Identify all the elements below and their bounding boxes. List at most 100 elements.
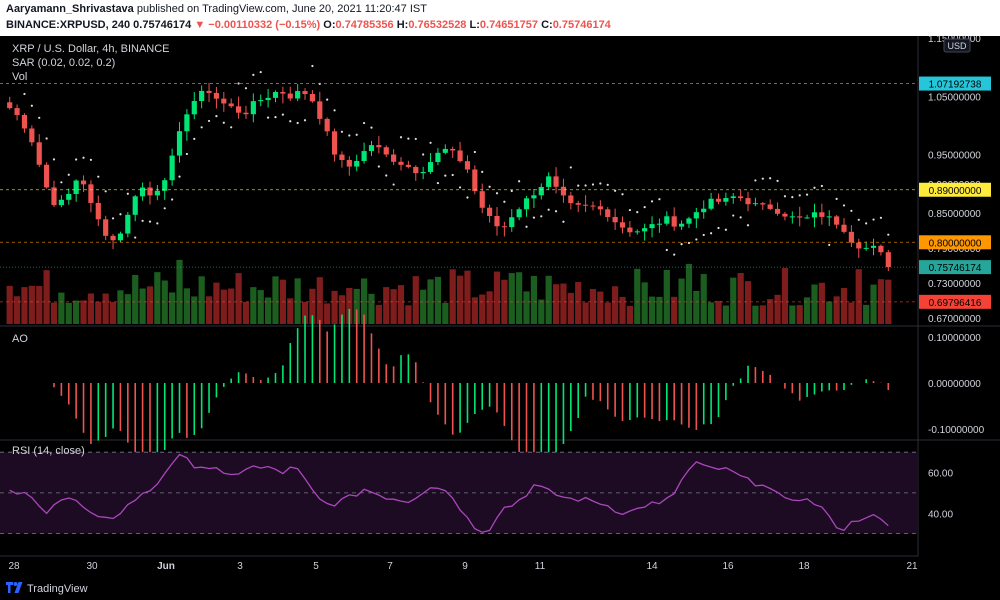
- volume-bar: [715, 300, 722, 324]
- candlesticks[interactable]: [7, 82, 891, 272]
- candle-body: [110, 235, 116, 241]
- sar-dot: [798, 194, 801, 197]
- candle-body: [671, 216, 677, 227]
- volume-bar: [257, 290, 264, 324]
- sar-dot: [111, 217, 115, 220]
- candle-body: [221, 98, 227, 104]
- candle-body: [538, 186, 544, 196]
- sar-dot: [156, 222, 159, 225]
- volume-bar: [833, 296, 840, 324]
- sar-dot: [126, 192, 129, 195]
- sar-dot: [185, 152, 188, 156]
- price-label-badge: [919, 235, 991, 250]
- currency-badge[interactable]: [943, 38, 971, 53]
- sar-dot: [200, 126, 203, 129]
- volume-bar: [338, 295, 346, 324]
- sar-dot: [732, 214, 735, 217]
- sar-dot: [385, 174, 388, 177]
- price-tick-label: 0.79000000: [928, 244, 981, 255]
- sar-dot: [60, 181, 63, 184]
- candle-body: [354, 160, 360, 167]
- volume-bar: [840, 287, 848, 324]
- volume-bar: [589, 288, 597, 324]
- candle-body: [272, 92, 279, 98]
- sar-dot: [104, 190, 107, 193]
- candle-body: [368, 145, 375, 152]
- candle-body: [597, 206, 603, 210]
- volume-bar: [604, 302, 611, 324]
- volume-bar: [722, 305, 729, 324]
- sar-dot: [407, 137, 410, 140]
- candle-body: [169, 155, 175, 181]
- sar-dot: [532, 216, 536, 219]
- candle-body: [767, 204, 773, 209]
- volume-bar: [486, 291, 493, 324]
- candle-body: [442, 148, 448, 153]
- sar-dot: [141, 219, 144, 222]
- author-name[interactable]: Aaryamann_Shrivastava: [6, 3, 134, 15]
- price-tick-label: 0.73000000: [928, 279, 981, 290]
- candle-body: [265, 97, 271, 101]
- candle-body: [885, 252, 891, 268]
- volume-bar: [796, 305, 803, 324]
- volume-bar: [58, 292, 65, 324]
- candle-body: [184, 114, 190, 132]
- chart-canvas[interactable]: 1.150000001.050000000.950000000.90000000…: [0, 36, 1000, 578]
- candle-body: [649, 224, 655, 229]
- candle-body: [140, 187, 146, 197]
- sar-dot: [481, 170, 484, 173]
- legend-sar: SAR (0.02, 0.02, 0.2): [12, 57, 115, 69]
- candle-body: [738, 196, 744, 199]
- price-axis[interactable]: 1.150000001.050000000.950000000.90000000…: [919, 36, 991, 520]
- candle-body: [21, 114, 28, 129]
- volume-bar: [124, 294, 131, 324]
- time-axis[interactable]: 28 30 Jun 3 5 7 9 11 14 16 18 21: [8, 561, 918, 572]
- volume-bar: [737, 272, 744, 324]
- candle-body: [398, 161, 404, 165]
- volume-bar: [390, 289, 397, 324]
- sar-dot: [850, 209, 853, 212]
- candle-body: [103, 219, 109, 236]
- volume-bar: [6, 285, 13, 324]
- candle-body: [848, 231, 854, 243]
- candle-body: [346, 159, 352, 167]
- close-value: 0.75746174: [552, 19, 611, 31]
- volume-bar: [109, 302, 117, 324]
- volume-bar: [818, 282, 825, 324]
- sar-dot: [650, 200, 654, 203]
- price-tick-label: 1.05000000: [928, 92, 981, 103]
- sar-dot: [754, 179, 757, 182]
- volume-bar: [198, 276, 205, 324]
- time-tick-label: 3: [237, 561, 243, 572]
- volume-bar: [774, 294, 781, 324]
- candle-body: [213, 92, 220, 99]
- publish-line: Aaryamann_Shrivastava published on Tradi…: [6, 3, 427, 15]
- volume-bar: [863, 304, 870, 324]
- tradingview-logo[interactable]: TradingView: [6, 582, 88, 595]
- time-tick-label: 11: [535, 561, 546, 572]
- candle-body: [760, 203, 766, 205]
- volume-bar: [28, 285, 35, 324]
- sar-dot: [178, 175, 181, 178]
- open-value: 0.74785356: [335, 19, 394, 31]
- sar-dot: [554, 210, 558, 213]
- rsi-tick-label: 60.00: [928, 469, 953, 480]
- volume-bar: [708, 302, 715, 324]
- time-tick-label: 7: [387, 561, 393, 572]
- sar-dot: [488, 185, 491, 188]
- open-label: O:: [323, 19, 336, 31]
- volume-bar: [656, 296, 663, 324]
- candle-body: [88, 184, 94, 203]
- sar-dot: [399, 136, 403, 139]
- sar-dot: [614, 189, 617, 192]
- sar-dot: [429, 141, 432, 144]
- ao-tick-label: -0.10000000: [928, 425, 985, 436]
- volume-bar: [80, 300, 87, 324]
- sar-dot: [451, 173, 454, 177]
- price-label-text: 0.80000000: [929, 238, 982, 249]
- sar-dot: [828, 243, 831, 247]
- volume-bar: [516, 272, 523, 324]
- candle-body: [583, 204, 589, 206]
- sar-dot: [244, 87, 248, 90]
- volume-bar: [767, 299, 774, 324]
